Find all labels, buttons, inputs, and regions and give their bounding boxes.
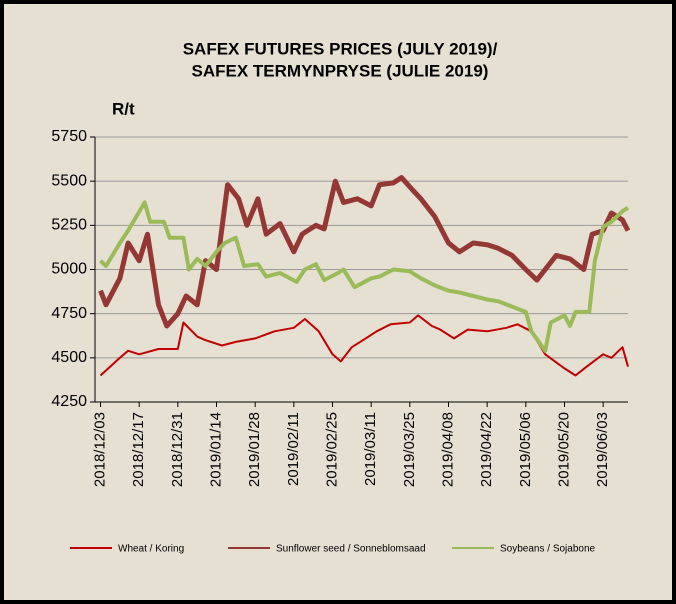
y-tick-label: 5500: [51, 172, 87, 189]
x-tick-label: 2019/04/22: [478, 412, 495, 487]
x-tick-label: 2018/12/31: [169, 412, 186, 487]
x-tick-label: 2019/02/25: [323, 412, 340, 487]
y-axis-label: R/t: [112, 99, 135, 118]
series-line: [99, 200, 630, 353]
x-tick-label: 2019/01/28: [246, 412, 263, 487]
y-tick-label: 5750: [51, 128, 87, 145]
y-tick-label: 4500: [51, 349, 87, 366]
x-tick-label: 2019/05/06: [517, 412, 534, 487]
x-tick-label: 2018/12/03: [91, 412, 108, 487]
x-tick-label: 2018/12/17: [130, 412, 147, 487]
legend-label: Wheat / Koring: [118, 544, 184, 555]
y-tick-label: 4250: [51, 393, 87, 410]
chart-title: SAFEX FUTURES PRICES (JULY 2019)/: [183, 39, 498, 58]
legend-label: Soybeans / Sojabone: [500, 544, 596, 555]
x-tick-label: 2019/03/25: [401, 412, 418, 487]
x-tick-label: 2019/05/20: [555, 412, 572, 487]
chart-subtitle: SAFEX TERMYNPRYSE (JULIE 2019): [192, 61, 489, 80]
x-tick-label: 2019/03/11: [362, 412, 379, 486]
x-tick-label: 2019/04/08: [439, 412, 456, 487]
legend-label: Sunflower seed / Sonneblomsaad: [276, 544, 426, 555]
series-line: [98, 175, 631, 329]
y-tick-label: 5000: [51, 261, 87, 278]
x-tick-label: 2019/01/14: [207, 412, 224, 487]
x-tick-label: 2019/02/11: [285, 412, 302, 486]
y-tick-label: 5250: [51, 217, 87, 234]
y-tick-label: 4750: [51, 305, 87, 322]
x-tick-label: 2019/06/03: [594, 412, 611, 487]
series-line: [99, 314, 629, 377]
